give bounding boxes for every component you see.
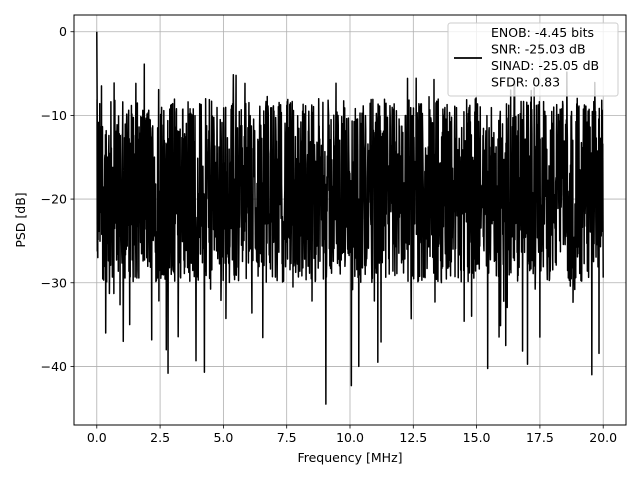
legend-entry: SINAD: -25.05 dB [491, 58, 599, 73]
x-tick-label: 20.0 [589, 430, 617, 445]
x-tick-label: 5.0 [213, 430, 233, 445]
y-axis-label: PSD [dB] [13, 192, 28, 247]
x-axis-label: Frequency [MHz] [297, 450, 402, 465]
x-tick-label: 17.5 [526, 430, 554, 445]
legend-entry: SFDR: 0.83 [491, 75, 560, 90]
x-tick-label: 15.0 [463, 430, 491, 445]
y-tick-label: −40 [41, 359, 67, 374]
x-tick-label: 0.0 [87, 430, 107, 445]
y-axis: 0 −10 −20 −30 −40 [41, 24, 74, 374]
legend-box [447, 22, 619, 97]
x-axis: 0.0 2.5 5.0 7.5 10.0 12.5 15.0 17.5 20.0 [87, 425, 617, 445]
x-tick-label: 2.5 [150, 430, 170, 445]
legend-entry: SNR: -25.03 dB [491, 42, 586, 57]
x-tick-label: 12.5 [399, 430, 427, 445]
x-tick-label: 7.5 [277, 430, 297, 445]
legend-entry: ENOB: -4.45 bits [491, 25, 594, 40]
psd-trace [96, 31, 604, 405]
psd-series-line [96, 31, 604, 405]
y-tick-label: 0 [59, 24, 67, 39]
y-tick-label: −10 [41, 108, 67, 123]
y-tick-label: −30 [41, 275, 67, 290]
x-tick-label: 10.0 [336, 430, 364, 445]
y-tick-label: −20 [41, 192, 67, 207]
